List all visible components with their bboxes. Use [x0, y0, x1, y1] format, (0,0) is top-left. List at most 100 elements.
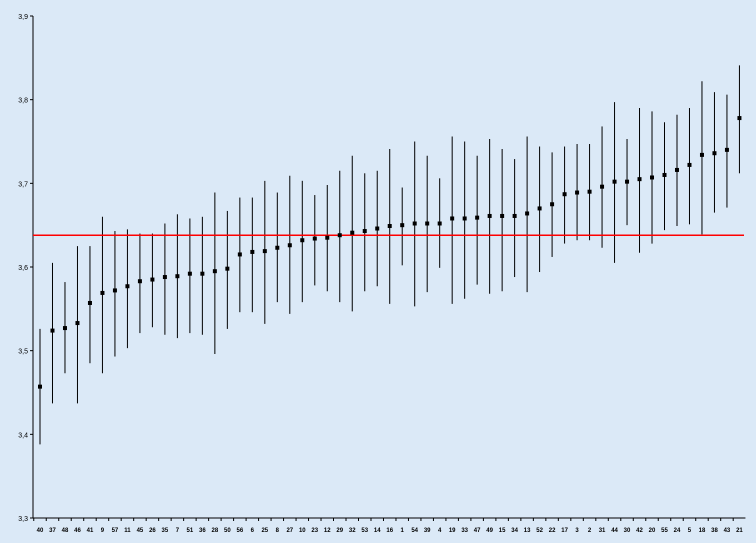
x-tick-label: 13: [524, 528, 531, 534]
x-tick-label: 45: [137, 528, 144, 534]
data-point: [325, 235, 330, 240]
x-tick-label: 7: [176, 528, 180, 534]
data-point: [312, 236, 317, 241]
y-tick-label: 3,6: [18, 265, 28, 272]
data-point: [525, 211, 530, 216]
data-point: [425, 221, 430, 226]
x-tick-label: 51: [187, 528, 194, 534]
data-point: [587, 189, 592, 194]
data-point: [562, 192, 567, 197]
x-tick-label: 35: [162, 528, 169, 534]
x-tick-label: 26: [149, 528, 156, 534]
x-tick-label: 31: [599, 528, 606, 534]
x-tick-label: 14: [374, 528, 381, 534]
x-tick-label: 36: [199, 528, 206, 534]
data-point: [612, 179, 617, 184]
data-point: [699, 152, 704, 157]
x-tick-label: 11: [124, 528, 131, 534]
x-tick-label: 49: [486, 528, 493, 534]
data-point: [637, 177, 642, 182]
x-tick-label: 34: [511, 528, 518, 534]
data-point: [225, 266, 230, 271]
data-point: [737, 116, 742, 121]
x-tick-label: 22: [549, 528, 556, 534]
y-axis: 3,3 3,4 3,5 3,6 3,7 3,8 3,9: [18, 14, 34, 523]
data-point: [600, 184, 605, 189]
data-point: [462, 216, 467, 221]
x-tick-label: 16: [386, 528, 393, 534]
x-tick-label: 32: [349, 528, 356, 534]
data-point: [50, 328, 55, 333]
data-point: [487, 213, 492, 218]
data-point: [62, 326, 67, 331]
data-point: [537, 206, 542, 211]
data-point: [75, 321, 80, 326]
data-point: [187, 271, 192, 276]
data-point: [550, 202, 555, 207]
data-point: [87, 300, 92, 305]
x-axis: 40 37 48 46 41 9 57 11 45 26 35 7 51 36 28 50 56 6 25 8 27 10…: [33, 517, 746, 534]
data-point: [450, 216, 455, 221]
x-tick-label: 4: [438, 528, 442, 534]
x-tick-label: 55: [661, 528, 668, 534]
data-point: [362, 229, 367, 234]
data-point: [400, 223, 405, 228]
x-tick-label: 42: [636, 528, 643, 534]
data-point: [287, 243, 292, 248]
data-point: [162, 275, 167, 280]
data-point: [662, 172, 667, 177]
x-tick-label: 27: [286, 528, 293, 534]
data-point: [200, 271, 205, 276]
x-tick-label: 47: [474, 528, 481, 534]
data-point: [38, 384, 42, 389]
x-tick-label: 15: [499, 528, 506, 534]
x-tick-label: 54: [411, 528, 418, 534]
x-tick-label: 37: [49, 528, 56, 534]
data-point: [262, 249, 267, 254]
x-tick-label: 21: [736, 528, 743, 534]
x-tick-label: 20: [649, 528, 656, 534]
x-tick-label: 19: [449, 528, 456, 534]
data-point: [625, 179, 630, 184]
x-tick-label: 10: [299, 528, 306, 534]
x-tick-label: 56: [236, 528, 243, 534]
data-point: [237, 252, 242, 257]
x-tick-label: 2: [588, 528, 592, 534]
data-points: [38, 116, 742, 389]
x-tick-label: 30: [624, 528, 631, 534]
x-tick-label: 3: [575, 528, 579, 534]
x-tick-label: 5: [688, 528, 692, 534]
data-point: [650, 175, 655, 180]
data-point: [100, 290, 105, 295]
data-point: [250, 249, 255, 254]
data-point: [375, 226, 380, 231]
x-tick-label: 50: [224, 528, 231, 534]
y-tick-label: 3,3: [18, 516, 28, 523]
x-tick-label: 23: [311, 528, 318, 534]
data-point: [687, 162, 692, 167]
x-tick-label: 52: [536, 528, 543, 534]
x-tick-label: 44: [611, 528, 618, 534]
y-tick-label: 3,5: [18, 349, 28, 356]
data-point: [137, 279, 142, 284]
data-point: [300, 238, 305, 243]
data-point: [437, 221, 442, 226]
x-tick-label: 18: [699, 528, 706, 534]
x-tick-label: 33: [461, 528, 468, 534]
x-tick-label: 9: [101, 528, 105, 534]
x-tick-label: 29: [336, 528, 343, 534]
data-point: [337, 233, 342, 238]
data-point: [575, 190, 580, 195]
data-point: [674, 167, 679, 172]
x-tick-label: 25: [261, 528, 268, 534]
x-tick-label: 17: [561, 528, 568, 534]
data-point: [387, 224, 392, 229]
x-tick-label: 24: [674, 528, 681, 534]
x-tick-label: 28: [212, 528, 219, 534]
x-tick-label: 46: [74, 528, 81, 534]
x-tick-label: 12: [324, 528, 331, 534]
x-tick-label: 48: [62, 528, 69, 534]
x-tick-label: 40: [37, 528, 44, 534]
